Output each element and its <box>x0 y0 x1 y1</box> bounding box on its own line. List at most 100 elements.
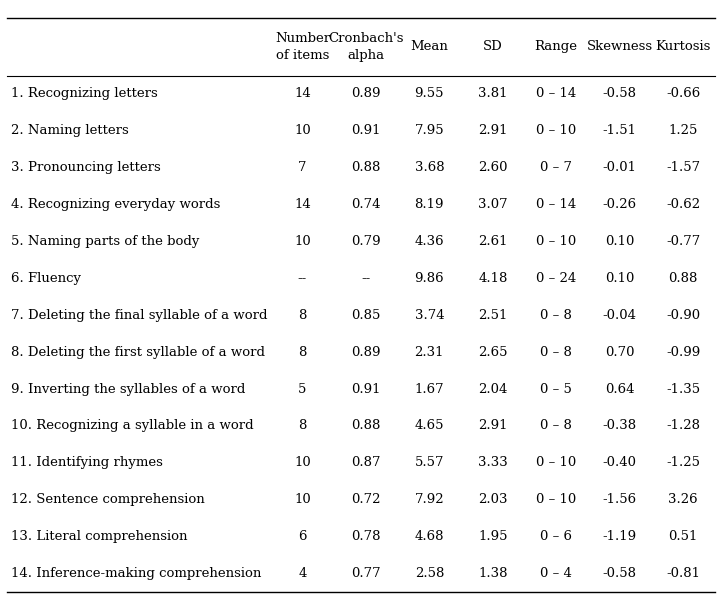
Text: 0.72: 0.72 <box>351 493 380 506</box>
Text: 3.07: 3.07 <box>478 198 508 211</box>
Text: -1.35: -1.35 <box>666 382 700 396</box>
Text: 9. Inverting the syllables of a word: 9. Inverting the syllables of a word <box>11 382 245 396</box>
Text: 2.03: 2.03 <box>478 493 508 506</box>
Text: 0 – 14: 0 – 14 <box>536 88 576 100</box>
Text: 0 – 10: 0 – 10 <box>536 124 576 137</box>
Text: 13. Literal comprehension: 13. Literal comprehension <box>11 530 187 543</box>
Text: 8: 8 <box>298 309 307 322</box>
Text: 1.67: 1.67 <box>414 382 444 396</box>
Text: -0.81: -0.81 <box>666 567 700 580</box>
Text: -0.90: -0.90 <box>666 309 700 322</box>
Text: 11. Identifying rhymes: 11. Identifying rhymes <box>11 456 162 469</box>
Text: 0.70: 0.70 <box>605 345 635 359</box>
Text: 6: 6 <box>298 530 307 543</box>
Text: 0 – 7: 0 – 7 <box>540 161 573 174</box>
Text: 3.68: 3.68 <box>414 161 444 174</box>
Text: -1.57: -1.57 <box>666 161 700 174</box>
Text: 1.38: 1.38 <box>478 567 508 580</box>
Text: 1.95: 1.95 <box>478 530 508 543</box>
Text: 10. Recognizing a syllable in a word: 10. Recognizing a syllable in a word <box>11 419 253 432</box>
Text: 0 – 8: 0 – 8 <box>540 345 572 359</box>
Text: -1.19: -1.19 <box>603 530 637 543</box>
Text: 10: 10 <box>294 456 311 469</box>
Text: -0.04: -0.04 <box>603 309 637 322</box>
Text: 2.91: 2.91 <box>478 419 508 432</box>
Text: Range: Range <box>535 40 578 53</box>
Text: 7.95: 7.95 <box>414 124 444 137</box>
Text: 14. Inference-making comprehension: 14. Inference-making comprehension <box>11 567 261 580</box>
Text: 10: 10 <box>294 235 311 248</box>
Text: 14: 14 <box>294 88 311 100</box>
Text: 10: 10 <box>294 124 311 137</box>
Text: 5.57: 5.57 <box>414 456 444 469</box>
Text: -1.51: -1.51 <box>603 124 637 137</box>
Text: -0.01: -0.01 <box>603 161 637 174</box>
Text: 0.64: 0.64 <box>605 382 635 396</box>
Text: -0.58: -0.58 <box>603 567 637 580</box>
Text: -0.77: -0.77 <box>666 235 700 248</box>
Text: 8.19: 8.19 <box>414 198 444 211</box>
Text: 7: 7 <box>298 161 307 174</box>
Text: 2. Naming letters: 2. Naming letters <box>11 124 129 137</box>
Text: 0 – 6: 0 – 6 <box>540 530 573 543</box>
Text: 0 – 10: 0 – 10 <box>536 235 576 248</box>
Text: 4.18: 4.18 <box>478 272 508 285</box>
Text: 0.10: 0.10 <box>605 235 635 248</box>
Text: 9.55: 9.55 <box>414 88 444 100</box>
Text: 2.61: 2.61 <box>478 235 508 248</box>
Text: 2.91: 2.91 <box>478 124 508 137</box>
Text: Mean: Mean <box>410 40 448 53</box>
Text: 3.26: 3.26 <box>669 493 698 506</box>
Text: 3.74: 3.74 <box>414 309 444 322</box>
Text: 2.04: 2.04 <box>478 382 508 396</box>
Text: 0 – 5: 0 – 5 <box>540 382 572 396</box>
Text: --: -- <box>298 272 307 285</box>
Text: 4.36: 4.36 <box>414 235 444 248</box>
Text: 4.68: 4.68 <box>414 530 444 543</box>
Text: -0.40: -0.40 <box>603 456 637 469</box>
Text: 0 – 4: 0 – 4 <box>540 567 572 580</box>
Text: --: -- <box>361 272 370 285</box>
Text: -0.66: -0.66 <box>666 88 700 100</box>
Text: 0.51: 0.51 <box>669 530 697 543</box>
Text: 9.86: 9.86 <box>414 272 444 285</box>
Text: 2.58: 2.58 <box>414 567 444 580</box>
Text: 8: 8 <box>298 419 307 432</box>
Text: Skewness: Skewness <box>586 40 653 53</box>
Text: 0.74: 0.74 <box>351 198 380 211</box>
Text: 2.31: 2.31 <box>414 345 444 359</box>
Text: 12. Sentence comprehension: 12. Sentence comprehension <box>11 493 204 506</box>
Text: 0 – 8: 0 – 8 <box>540 309 572 322</box>
Text: -0.26: -0.26 <box>603 198 637 211</box>
Text: -0.62: -0.62 <box>666 198 700 211</box>
Text: Cronbach's
alpha: Cronbach's alpha <box>329 32 404 62</box>
Text: 4: 4 <box>298 567 307 580</box>
Text: -0.38: -0.38 <box>603 419 637 432</box>
Text: 2.51: 2.51 <box>478 309 508 322</box>
Text: 0.88: 0.88 <box>351 161 380 174</box>
Text: 1. Recognizing letters: 1. Recognizing letters <box>11 88 157 100</box>
Text: 0.10: 0.10 <box>605 272 635 285</box>
Text: 0 – 10: 0 – 10 <box>536 493 576 506</box>
Text: 2.60: 2.60 <box>478 161 508 174</box>
Text: 3.81: 3.81 <box>478 88 508 100</box>
Text: 8: 8 <box>298 345 307 359</box>
Text: 0.89: 0.89 <box>351 345 380 359</box>
Text: 0 – 24: 0 – 24 <box>536 272 576 285</box>
Text: 0 – 14: 0 – 14 <box>536 198 576 211</box>
Text: 4. Recognizing everyday words: 4. Recognizing everyday words <box>11 198 220 211</box>
Text: 5: 5 <box>298 382 307 396</box>
Text: 4.65: 4.65 <box>414 419 444 432</box>
Text: Kurtosis: Kurtosis <box>656 40 710 53</box>
Text: 0.78: 0.78 <box>351 530 380 543</box>
Text: 0.88: 0.88 <box>351 419 380 432</box>
Text: 0 – 10: 0 – 10 <box>536 456 576 469</box>
Text: 5. Naming parts of the body: 5. Naming parts of the body <box>11 235 199 248</box>
Text: 0.79: 0.79 <box>351 235 380 248</box>
Text: -1.28: -1.28 <box>666 419 700 432</box>
Text: -1.56: -1.56 <box>603 493 637 506</box>
Text: 10: 10 <box>294 493 311 506</box>
Text: -0.58: -0.58 <box>603 88 637 100</box>
Text: -1.25: -1.25 <box>666 456 700 469</box>
Text: SD: SD <box>483 40 503 53</box>
